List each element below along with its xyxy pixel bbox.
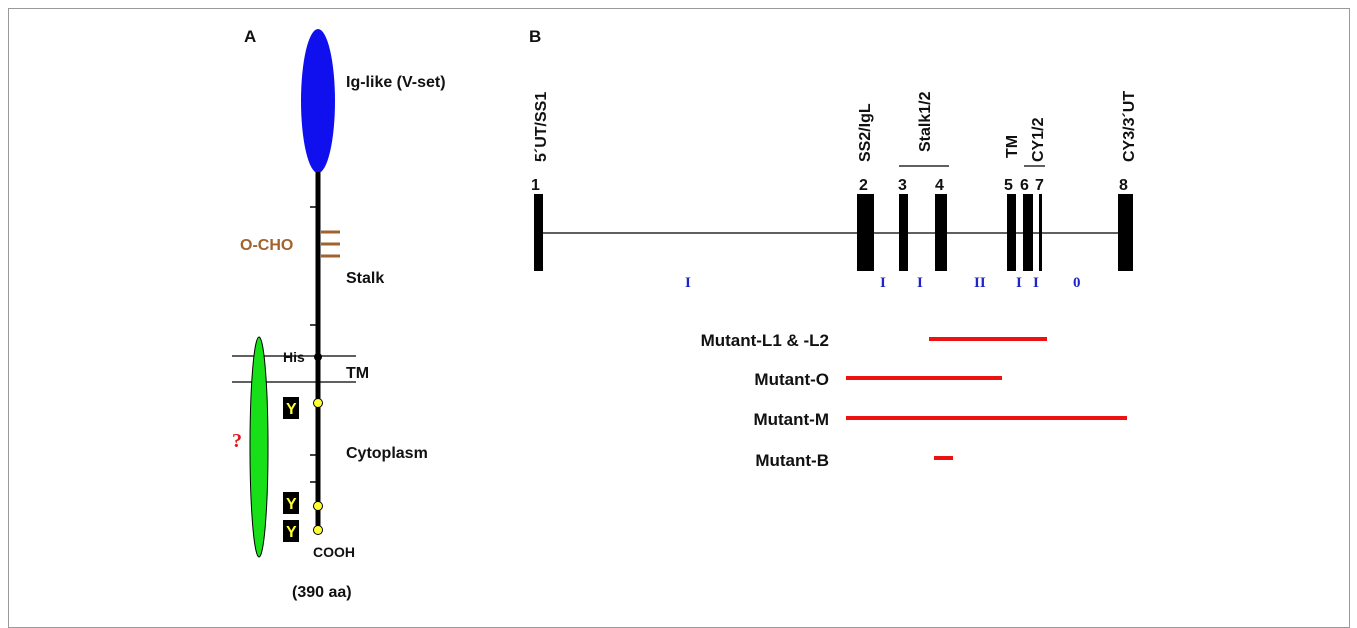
exon-number: 1 xyxy=(531,177,540,194)
exon-block-1 xyxy=(534,194,543,271)
tyrosine-label: Y xyxy=(286,401,297,418)
exon-block-3 xyxy=(899,194,908,271)
cytoplasm-label: Cytoplasm xyxy=(346,445,428,462)
exon-block-7 xyxy=(1039,194,1042,271)
panel-b-label: B xyxy=(529,27,541,46)
exon-block-2 xyxy=(857,194,874,271)
exon-block-6 xyxy=(1023,194,1033,271)
intron-phase: I xyxy=(685,275,691,291)
mutant-label-l1-l2: Mutant-L1 & -L2 xyxy=(701,331,829,350)
o-glycan-marks xyxy=(321,230,340,258)
exon-number: 7 xyxy=(1035,177,1044,194)
unknown-partner-mark: ? xyxy=(232,430,242,452)
exon-2-name: SS2/IgL xyxy=(857,103,874,162)
exon-1-name: 5´UT/SS1 xyxy=(533,92,550,162)
intron-phase: II xyxy=(974,275,986,291)
exon-block-5 xyxy=(1007,194,1016,271)
tyrosine-motif-1: Y xyxy=(283,397,323,419)
exon-block-8 xyxy=(1118,194,1133,271)
stalk-label: Stalk xyxy=(346,270,384,287)
his-label: His xyxy=(283,349,305,365)
exon-block-4 xyxy=(935,194,947,271)
panel-a-label: A xyxy=(244,27,256,46)
tyrosine-label: Y xyxy=(286,496,297,513)
exon-number: 2 xyxy=(859,177,868,194)
o-cho-label: O-CHO xyxy=(240,237,293,254)
exon-number: 5 xyxy=(1004,177,1013,194)
ig-like-label: Ig-like (V-set) xyxy=(346,74,446,91)
exon-number: 4 xyxy=(935,177,944,194)
binding-partner xyxy=(249,336,269,558)
exon-number: 8 xyxy=(1119,177,1128,194)
tyrosine-label: Y xyxy=(286,524,297,541)
cy12-exons-name: CY1/2 xyxy=(1030,117,1047,162)
length-label: (390 aa) xyxy=(292,584,352,601)
stalk-exons-name: Stalk1/2 xyxy=(917,91,934,152)
intron-phase: 0 xyxy=(1073,275,1081,291)
tyrosine-motif-2: Y xyxy=(283,492,323,514)
tm-label: TM xyxy=(346,365,369,382)
exon-8-name: CY3/3´UT xyxy=(1121,91,1138,162)
mutant-label-o: Mutant-O xyxy=(754,370,829,389)
mutant-label-b: Mutant-B xyxy=(755,451,829,470)
figure-canvas: A Ig-like (V-set) O-CHO Stalk ? His TM Y… xyxy=(232,27,1138,601)
exon-number: 3 xyxy=(898,177,907,194)
mutant-label-m: Mutant-M xyxy=(753,410,829,429)
intron-phase: I xyxy=(880,275,886,291)
exon-number: 6 xyxy=(1020,177,1029,194)
intron-phase: I xyxy=(1033,275,1039,291)
ig-like-domain xyxy=(301,29,335,173)
his-residue-dot xyxy=(314,353,322,361)
backbone-ticks xyxy=(310,206,318,483)
intron-phase: I xyxy=(917,275,923,291)
tm-exon-name: TM xyxy=(1004,135,1021,158)
cooh-label: COOH xyxy=(313,544,355,560)
tyrosine-motif-3: Y xyxy=(283,520,323,542)
intron-phase: I xyxy=(1016,275,1022,291)
